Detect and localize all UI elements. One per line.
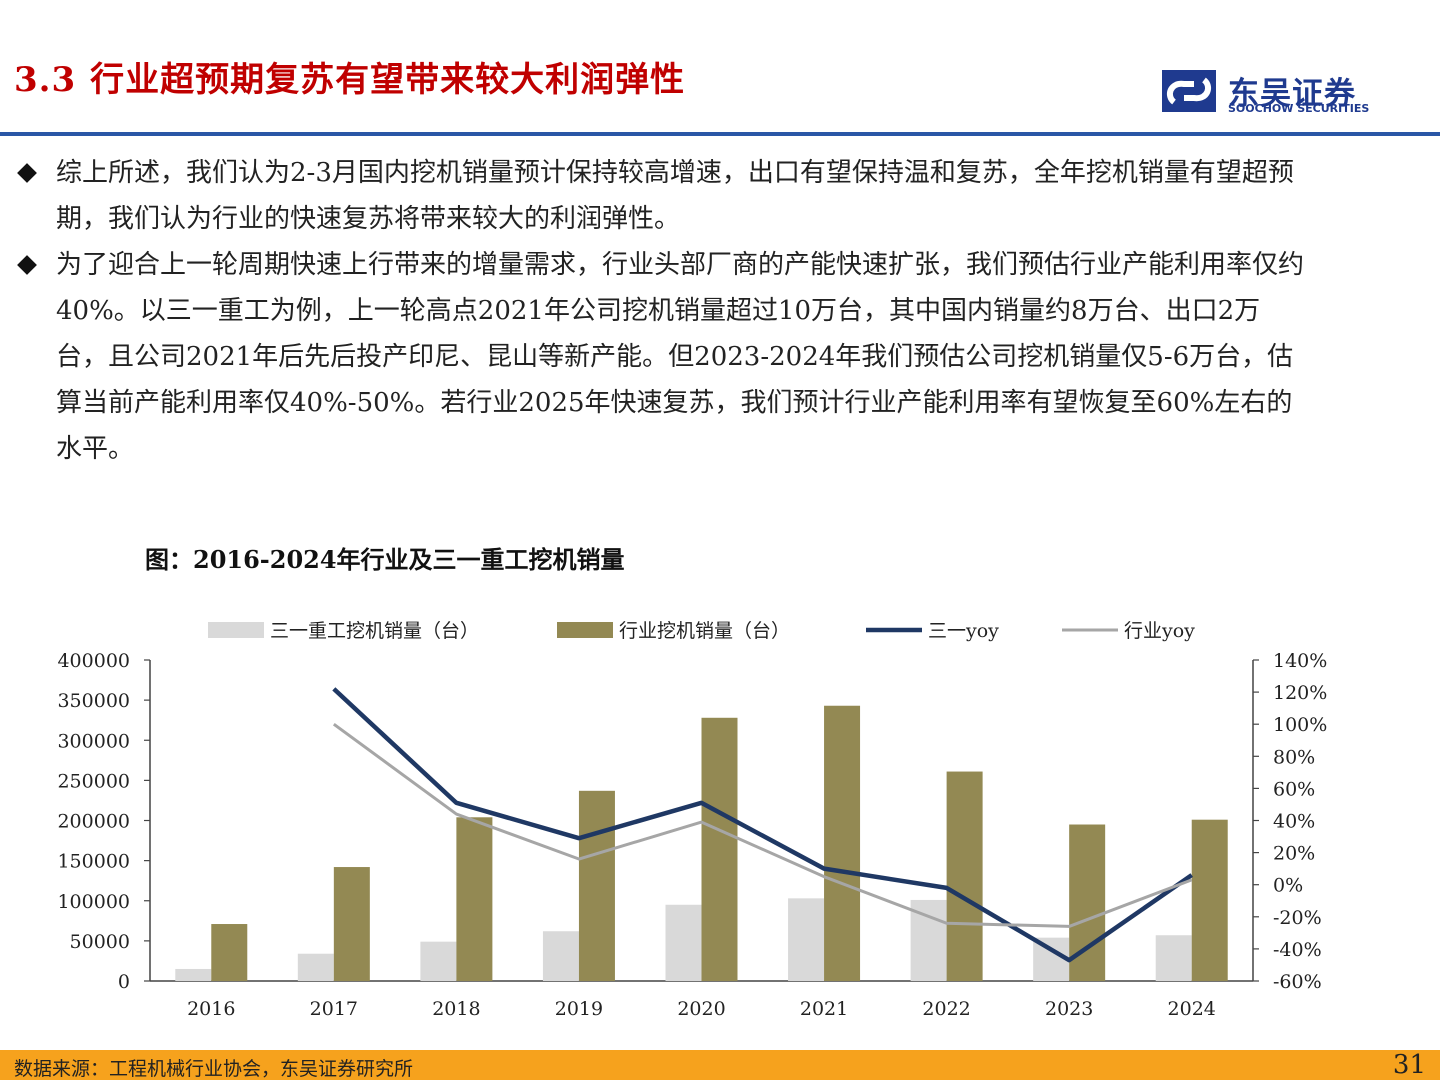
legend-label: 三一重工挖机销量（台）	[270, 620, 479, 642]
legend-swatch	[557, 622, 613, 638]
left-tick-label: 200000	[57, 811, 130, 833]
diamond-bullet-icon	[17, 255, 37, 275]
excavator-sales-chart: 400000 350000 300000 250000 200000 150000 1000…	[57, 620, 1327, 1020]
x-tick-label: 2023	[1045, 998, 1093, 1020]
bar-industry	[946, 771, 983, 981]
x-tick-label: 2024	[1168, 998, 1216, 1020]
x-tick-label: 2016	[187, 998, 235, 1020]
soochow-logo-icon	[1162, 70, 1216, 112]
legend-label: 三一yoy	[928, 620, 999, 642]
legend-label: 行业yoy	[1124, 620, 1195, 642]
right-tick-label: -60%	[1273, 971, 1322, 993]
right-tick-label: -20%	[1273, 907, 1322, 929]
legend-label: 行业挖机销量（台）	[619, 620, 790, 642]
bar-sany	[297, 953, 334, 981]
sany-yoy-line	[332, 687, 1194, 963]
right-tick-label: 100%	[1273, 714, 1327, 736]
right-tick-label: 40%	[1273, 811, 1315, 833]
bar-sany	[175, 968, 212, 981]
company-logo: 东吴证券 SOOCHOW SECURITIES	[1160, 66, 1390, 116]
data-source: 数据来源：工程机械行业协会，东吴证券研究所	[14, 1058, 414, 1080]
right-tick-label: 60%	[1273, 778, 1315, 800]
bar-industry	[1191, 819, 1228, 981]
title-text: 行业超预期复苏有望带来较大利润弹性	[90, 60, 686, 100]
industry-yoy-line	[332, 722, 1193, 928]
footer-bar: 数据来源：工程机械行业协会，东吴证券研究所 31	[0, 1050, 1440, 1080]
bullet-item: 综上所述，我们认为2-3月国内挖机销量预计保持较高增速，出口有望保持温和复苏，全…	[14, 150, 1304, 242]
right-tick-label: 120%	[1273, 682, 1327, 704]
diamond-bullet-icon	[17, 163, 37, 183]
bullet-text: 综上所述，我们认为2-3月国内挖机销量预计保持较高增速，出口有望保持温和复苏，全…	[56, 158, 1294, 234]
section-number: 3.3	[14, 60, 77, 100]
bar-sany	[910, 899, 947, 981]
left-tick-label: 50000	[70, 931, 130, 953]
logo-chinese-name: 东吴证券	[1228, 76, 1356, 112]
bar-industry	[333, 867, 370, 981]
bullet-text: 为了迎合上一轮周期快速上行带来的增量需求，行业头部厂商的产能快速扩张，我们预估行…	[56, 250, 1305, 464]
bar-sany	[788, 898, 825, 981]
left-tick-label: 250000	[57, 770, 130, 792]
left-tick-label: 350000	[57, 690, 130, 712]
bar-sany	[665, 904, 702, 981]
left-tick-label: 150000	[57, 851, 130, 873]
right-tick-label: 0%	[1273, 875, 1303, 897]
left-tick-label: 300000	[57, 730, 130, 752]
bullet-item: 为了迎合上一轮周期快速上行带来的增量需求，行业头部厂商的产能快速扩张，我们预估行…	[14, 242, 1304, 472]
legend-swatch	[208, 622, 264, 638]
left-tick-label: 0	[118, 971, 130, 993]
right-tick-label: 140%	[1273, 650, 1327, 672]
bar-sany	[1155, 935, 1192, 981]
bar-industry	[824, 705, 861, 981]
x-tick-label: 2020	[677, 998, 725, 1020]
bar-industry	[701, 717, 738, 981]
x-tick-label: 2021	[800, 998, 848, 1020]
right-tick-label: -40%	[1273, 939, 1322, 961]
bullet-list: 综上所述，我们认为2-3月国内挖机销量预计保持较高增速，出口有望保持温和复苏，全…	[14, 150, 1304, 472]
x-tick-label: 2019	[555, 998, 603, 1020]
page-title: 3.3 行业超预期复苏有望带来较大利润弹性	[14, 52, 685, 101]
figure-title: 图：2016-2024年行业及三一重工挖机销量	[145, 545, 625, 574]
x-tick-label: 2017	[310, 998, 358, 1020]
x-tick-label: 2018	[432, 998, 480, 1020]
right-tick-label: 80%	[1273, 746, 1315, 768]
bar-industry	[578, 790, 615, 981]
right-tick-label: 20%	[1273, 843, 1315, 865]
left-tick-label: 100000	[57, 891, 130, 913]
bar-industry	[211, 924, 248, 981]
bar-sany	[542, 931, 579, 981]
x-tick-label: 2022	[922, 998, 970, 1020]
header-rule	[0, 132, 1440, 136]
left-tick-label: 400000	[57, 650, 130, 672]
page-number: 31	[1392, 1050, 1426, 1080]
bar-industry	[456, 817, 493, 981]
logo-english-name: SOOCHOW SECURITIES	[1228, 102, 1370, 115]
bar-sany	[420, 941, 457, 981]
